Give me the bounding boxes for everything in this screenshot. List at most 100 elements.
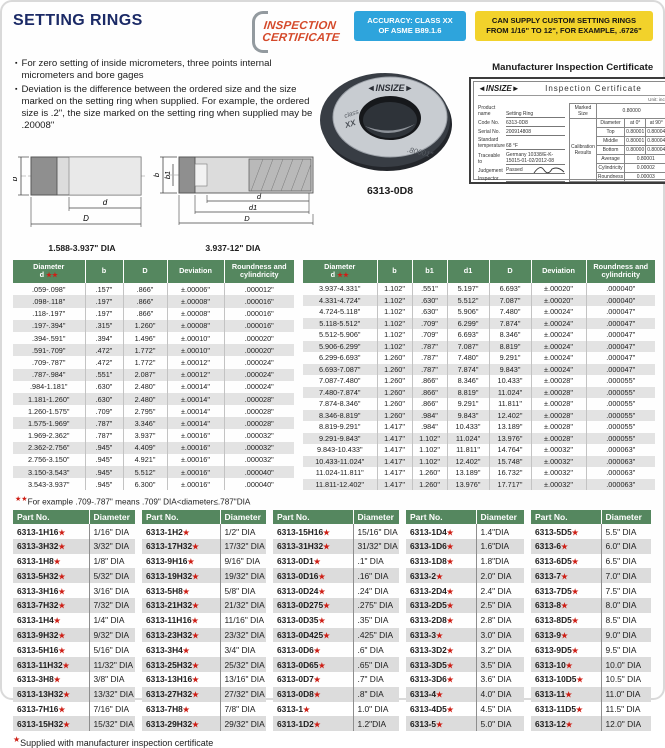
cert-cell: Roundness	[595, 172, 626, 182]
col-header-D: D	[122, 259, 167, 284]
table-cell: 1.102"	[376, 317, 412, 330]
table-cell: ±.00024"	[530, 352, 586, 364]
table-row: 6313-3D2★ 3.2" DIA	[406, 642, 524, 658]
table-cell: 6313-1D6★	[406, 538, 477, 554]
table-cell: 6313-3★	[406, 627, 477, 643]
table-cell: 7/32" DIA	[93, 600, 130, 611]
table-cell: 1.102"	[376, 340, 412, 353]
table-cell: 10.0" DIA	[605, 659, 642, 670]
col-header-deviation: Deviation	[166, 259, 224, 284]
col-header-roundness: Roundness and cylindricity	[585, 259, 655, 284]
table-cell: 4.921"	[122, 453, 167, 467]
table-row: 10.433-11.024" 1.417" 1.102" 12.402" 15.748"…	[303, 455, 655, 468]
table-row: 1.575-1.969" .787" 3.346" ±.00014" .000028"	[13, 417, 294, 430]
table-cell: ±.00028"	[530, 409, 586, 422]
certificate-star: ★	[323, 631, 330, 640]
table-cell: .000047"	[585, 352, 655, 364]
table-row: Traceable to Germany 10338/E-K-15015-01-0…	[478, 149, 565, 166]
table-cell: 6313-3H32★	[13, 538, 90, 554]
table-cell: 6313-7D5★	[531, 583, 602, 599]
table-cell: .551"	[411, 283, 447, 295]
table-cell: ±.00010"	[166, 331, 224, 345]
table-cell: 6313-9H16★	[142, 553, 221, 569]
certificate-star: ★	[191, 616, 199, 626]
certificate-star: ★	[323, 601, 330, 611]
table-row: 11.024-11.811" 1.417" 1.260" 13.189" 16.732"…	[303, 467, 655, 479]
accuracy-badge-line1: ACCURACY: CLASS XX	[367, 16, 453, 25]
table-cell: Passed	[505, 164, 565, 175]
table-cell: 6.299"	[446, 317, 489, 330]
footnote-stars: ★★	[46, 272, 58, 280]
table-cell: ±.00028"	[530, 398, 586, 410]
table-cell: 6313-1D4★	[406, 524, 477, 539]
part-table-2: Part No. Diameter 6313-1H2★ 1/2" DIA 6313-1…	[142, 510, 266, 732]
table-row: 2.362-2.756" .945" 4.409" ±.00016" .000032"	[13, 441, 294, 454]
table-row: 9.291-9.843" 1.417" 1.102" 11.024" 13.976" ±.…	[303, 432, 655, 445]
table-cell: 6313-3D2★	[406, 642, 477, 658]
certificate-star: ★	[58, 542, 66, 552]
table-cell: 3.2" DIA	[480, 644, 512, 655]
table-cell: 6313-11★	[531, 686, 602, 702]
table-cell: 5/16" DIA	[93, 644, 130, 655]
table-cell: 7.480"	[446, 352, 489, 364]
table-row: 6313-3H32★ 3/32" DIA	[13, 538, 135, 554]
table-row: .059-.098" .157" .866" ±.00006" .000012"	[13, 283, 294, 296]
table-cell: 5.512-5.906"	[318, 330, 361, 340]
certificate-star: ★	[58, 704, 66, 714]
cert-cell: Top	[595, 127, 626, 137]
table-row: 6313-12★ 12.0" DIA	[531, 716, 651, 732]
cert-cell: Bottom	[595, 145, 626, 155]
certificate-star: ★	[313, 690, 321, 700]
table-cell: .866"	[411, 375, 447, 387]
ring-brand-mark: ◄INSIZE►	[367, 83, 414, 93]
table-cell: 2.795"	[122, 405, 167, 418]
table-cell: .000055"	[585, 409, 655, 422]
table-cell: ±.00016"	[166, 441, 224, 454]
table-row: 6313-0D7★ .7" DIA	[273, 671, 399, 687]
table-cell: ±.00028"	[530, 432, 586, 445]
accuracy-badge-line2: OF ASME B89.1.6	[378, 25, 442, 35]
certificate-star: ★	[63, 719, 70, 729]
table-row: 6313-1H2★ 1/2" DIA	[142, 524, 266, 539]
bullet-marker: ▪	[15, 85, 18, 93]
table-cell: .000028"	[223, 417, 294, 430]
table-cell: 3.5" DIA	[480, 659, 512, 670]
table-cell: 13.189"	[446, 467, 489, 479]
table-row: 6313-4D5★ 4.5" DIA	[406, 701, 524, 717]
certificate-star: ★	[58, 586, 66, 596]
table-cell: .000055"	[585, 421, 655, 433]
table-row: 6313-7D5★ 7.5" DIA	[531, 583, 651, 599]
table-cell: 9.843-10.433"	[316, 445, 363, 455]
table-cell: 3.937"	[122, 429, 167, 442]
table-row: 6313-7H16★ 7/16" DIA	[13, 701, 135, 717]
certificate-star: ★	[192, 601, 199, 611]
table-cell: ±.00020"	[530, 294, 586, 307]
table-cell: 6313-3D6★	[406, 671, 477, 687]
table-row: 2.756-3.150" .945" 4.921" ±.00016" .000032"	[13, 453, 294, 467]
certificate-star: ★	[446, 616, 454, 626]
table-cell: .000024"	[223, 356, 294, 369]
table-row: 6313-13H32★ 13/32" DIA	[13, 686, 135, 702]
table-cell: 1.181-1.260"	[27, 394, 70, 404]
certificate-star: ★	[53, 675, 61, 685]
table-row: 1.260-1.575" .709" 2.795" ±.00014" .000028"	[13, 405, 294, 418]
table-cell: 8.819-9.291"	[318, 422, 361, 432]
table-cell: 11.024-11.811"	[315, 468, 364, 478]
certificate-heading: Manufacturer Inspection Certificate	[492, 62, 654, 73]
table-cell: .000012"	[223, 283, 294, 296]
table-cell: 5/8" DIA	[224, 585, 256, 596]
cert-cell: Average	[595, 154, 626, 164]
table-cell: .118-.197"	[32, 309, 66, 319]
table-row: .591-.709" .472" 1.772" ±.00010" .000020"	[13, 344, 294, 357]
diagram-large-rings: b b1 d d1 D	[151, 145, 315, 253]
certificate-star: ★	[446, 586, 454, 596]
table-row: 6313-3H4★ 3/4" DIA	[142, 642, 266, 658]
certificate-star: ★	[58, 601, 66, 611]
ring-class-value: XX	[343, 118, 358, 130]
table-row: 6313-0D1★ .1" DIA	[273, 553, 399, 569]
table-row: 6313-6D5★ 6.5" DIA	[531, 553, 651, 569]
table-cell: .866"	[122, 295, 167, 308]
certificate-star: ★	[565, 690, 573, 700]
table-row: 3.150-3.543" .945" 5.512" ±.00016" .000040"	[13, 466, 294, 479]
table-cell: 5.906"	[446, 306, 489, 318]
